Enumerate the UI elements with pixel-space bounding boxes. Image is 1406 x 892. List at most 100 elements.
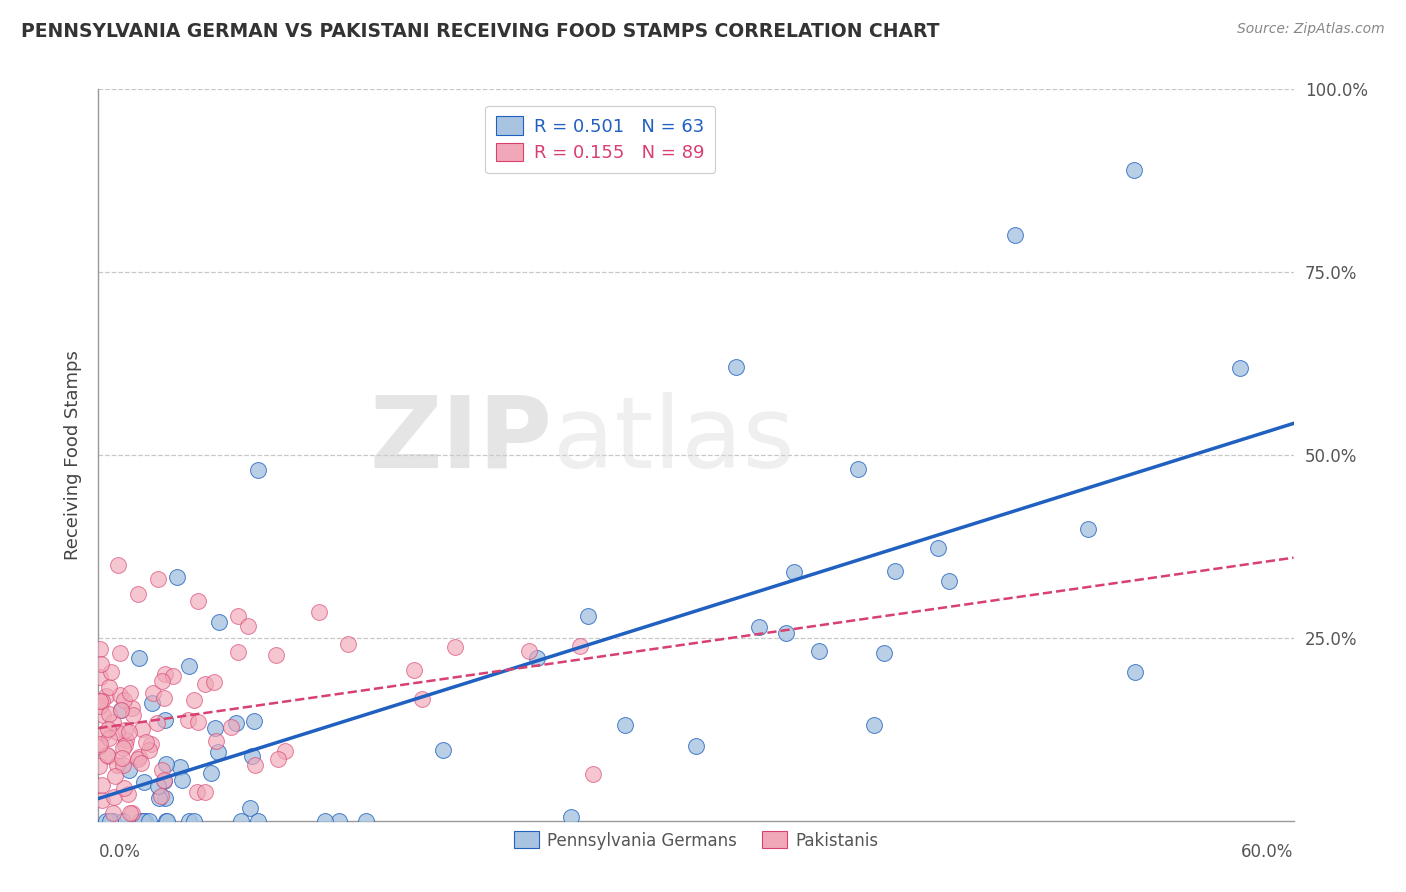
Point [91,707,114,722]
Point [194,677,217,691]
Point [569,639,592,653]
Point [308,605,330,619]
Point [183,692,205,706]
Point [229,814,252,828]
Point [245,757,267,772]
Point [228,645,250,659]
Point [183,814,205,828]
Point [132,774,155,789]
Point [150,789,173,803]
Point [89,737,111,751]
Point [155,757,177,772]
Point [872,646,894,660]
Point [242,748,264,763]
Point [111,814,134,828]
Point [1123,162,1146,177]
Point [93,725,115,739]
Point [846,462,869,476]
Point [246,462,269,476]
Point [91,778,114,792]
Point [101,814,124,828]
Point [118,725,141,739]
Point [264,648,287,663]
Point [112,693,135,707]
Point [236,619,259,633]
Point [783,566,806,580]
Point [432,743,454,757]
Point [87,759,110,773]
Point [127,587,149,601]
Point [108,646,131,660]
Y-axis label: Receiving Food Stamps: Receiving Food Stamps [63,350,82,560]
Point [90,657,112,672]
Legend: Pennsylvania Germans, Pakistanis: Pennsylvania Germans, Pakistanis [508,825,884,856]
Point [314,814,336,828]
Point [98,680,121,694]
Point [274,744,297,758]
Point [87,739,110,753]
Point [1004,228,1026,243]
Point [443,640,465,655]
Point [560,810,582,824]
Point [135,735,157,749]
Point [98,731,121,745]
Point [1229,360,1251,375]
Point [110,703,132,717]
Point [112,780,135,795]
Point [120,806,142,821]
Point [328,814,350,828]
Point [121,701,143,715]
Point [153,772,176,787]
Point [98,814,121,828]
Point [337,637,360,651]
Point [205,734,228,748]
Point [129,756,152,770]
Point [128,750,150,764]
Point [582,767,605,781]
Point [103,806,125,821]
Point [186,785,208,799]
Point [404,663,426,677]
Point [117,788,139,802]
Point [748,620,770,634]
Point [724,360,747,375]
Point [685,739,707,754]
Point [204,721,226,735]
Point [807,644,830,658]
Point [239,801,262,815]
Point [111,750,134,764]
Point [225,715,247,730]
Point [187,594,209,608]
Point [105,724,128,739]
Point [775,626,797,640]
Point [162,668,184,682]
Point [127,752,149,766]
Point [131,722,153,736]
Point [150,674,173,689]
Point [267,752,290,766]
Point [202,675,225,690]
Point [146,715,169,730]
Point [146,779,169,793]
Point [121,806,143,821]
Point [169,760,191,774]
Point [142,685,165,699]
Point [112,757,135,772]
Point [226,608,249,623]
Point [97,748,120,763]
Point [526,651,548,665]
Point [150,764,173,778]
Point [519,644,541,658]
Point [576,609,599,624]
Point [170,772,193,787]
Point [166,570,188,584]
Text: 60.0%: 60.0% [1241,843,1294,861]
Point [148,572,170,586]
Text: PENNSYLVANIA GERMAN VS PAKISTANI RECEIVING FOOD STAMPS CORRELATION CHART: PENNSYLVANIA GERMAN VS PAKISTANI RECEIVI… [21,22,939,41]
Point [96,689,118,703]
Point [129,814,152,828]
Point [122,708,145,723]
Point [1123,665,1146,679]
Point [247,814,270,828]
Point [91,694,114,708]
